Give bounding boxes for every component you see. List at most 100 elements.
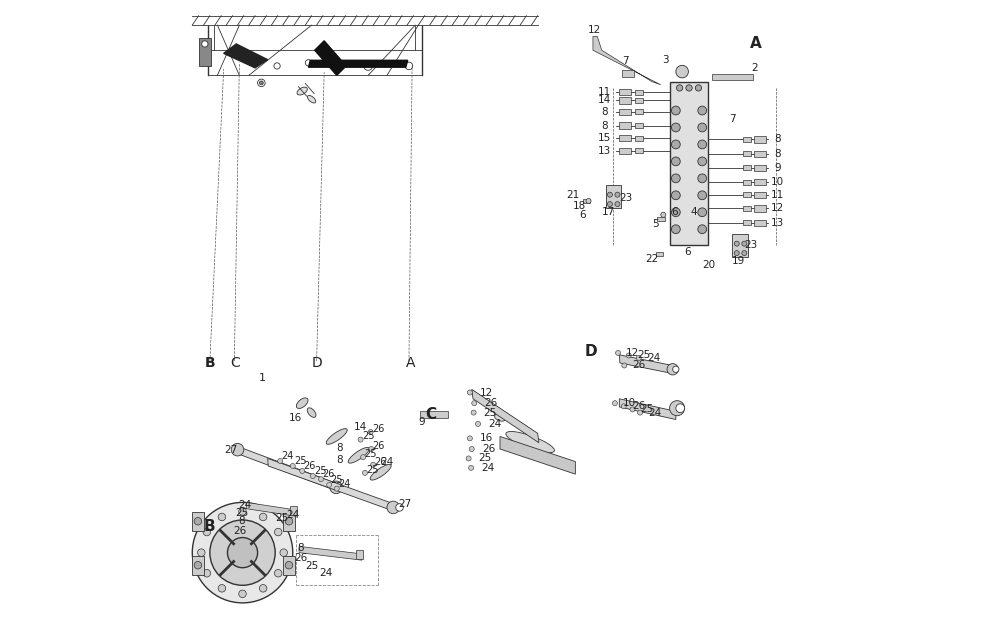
Text: 8: 8 <box>298 543 304 553</box>
Ellipse shape <box>506 431 554 453</box>
Polygon shape <box>236 446 337 491</box>
Polygon shape <box>619 399 676 420</box>
Text: 9: 9 <box>774 163 781 173</box>
Polygon shape <box>500 436 575 474</box>
Circle shape <box>471 410 476 415</box>
Text: 26: 26 <box>294 553 308 563</box>
Circle shape <box>686 85 692 91</box>
Text: 27: 27 <box>398 499 411 509</box>
Text: 1: 1 <box>259 373 266 383</box>
Circle shape <box>278 458 283 463</box>
Text: 25: 25 <box>235 508 249 518</box>
Bar <box>635 109 643 114</box>
Circle shape <box>615 202 620 207</box>
Text: 8: 8 <box>239 516 245 526</box>
Bar <box>619 89 631 95</box>
Circle shape <box>330 481 342 494</box>
Circle shape <box>467 390 472 395</box>
Text: 26: 26 <box>233 526 246 536</box>
Text: 25: 25 <box>330 475 343 485</box>
Circle shape <box>636 355 641 360</box>
Text: 26: 26 <box>632 401 645 411</box>
Bar <box>712 74 753 80</box>
Text: 26: 26 <box>322 469 335 479</box>
Text: 24: 24 <box>282 451 294 461</box>
Circle shape <box>218 585 226 592</box>
Circle shape <box>612 401 617 406</box>
Bar <box>754 179 766 185</box>
Circle shape <box>673 366 679 372</box>
Bar <box>743 137 751 142</box>
Bar <box>754 205 766 212</box>
Text: 13: 13 <box>598 146 612 156</box>
Bar <box>619 97 631 104</box>
Text: 11: 11 <box>771 190 784 200</box>
Text: 15: 15 <box>598 133 612 143</box>
Text: 6: 6 <box>671 207 678 217</box>
Bar <box>657 217 665 221</box>
Polygon shape <box>268 458 394 511</box>
Circle shape <box>290 463 295 468</box>
Bar <box>635 98 643 103</box>
Bar <box>754 192 766 198</box>
Circle shape <box>676 404 685 413</box>
Circle shape <box>607 192 612 197</box>
Bar <box>619 135 631 141</box>
Circle shape <box>698 106 707 115</box>
Circle shape <box>621 404 626 409</box>
Text: 16: 16 <box>480 433 493 443</box>
Text: 26: 26 <box>633 360 646 371</box>
Text: C: C <box>425 407 436 422</box>
Text: 25: 25 <box>294 456 307 466</box>
Polygon shape <box>299 546 362 560</box>
Circle shape <box>305 60 312 66</box>
Text: 8: 8 <box>774 134 781 144</box>
Text: 19: 19 <box>732 256 745 266</box>
Bar <box>356 550 363 559</box>
Circle shape <box>671 225 680 234</box>
Polygon shape <box>593 36 661 85</box>
Text: 12: 12 <box>480 387 493 398</box>
Polygon shape <box>619 355 673 374</box>
Ellipse shape <box>326 429 347 444</box>
Circle shape <box>210 520 275 585</box>
Bar <box>622 70 634 77</box>
Bar <box>290 506 297 515</box>
Text: 25: 25 <box>366 465 379 475</box>
Circle shape <box>202 41 208 47</box>
Text: 7: 7 <box>729 114 736 124</box>
Circle shape <box>469 447 474 452</box>
Text: 26: 26 <box>304 461 316 471</box>
Circle shape <box>310 474 315 479</box>
Circle shape <box>334 486 339 491</box>
Text: 24: 24 <box>319 568 333 578</box>
Text: A: A <box>406 356 416 370</box>
Text: 26: 26 <box>484 398 498 408</box>
Bar <box>283 512 295 531</box>
Circle shape <box>198 549 205 556</box>
Circle shape <box>616 350 621 355</box>
Ellipse shape <box>370 465 391 480</box>
Circle shape <box>231 443 244 456</box>
Circle shape <box>671 106 680 115</box>
Circle shape <box>671 140 680 149</box>
Circle shape <box>472 401 477 406</box>
Text: 23: 23 <box>619 193 632 203</box>
Circle shape <box>239 590 246 598</box>
Polygon shape <box>308 60 408 67</box>
Circle shape <box>274 528 282 536</box>
Text: 25: 25 <box>362 431 374 441</box>
Circle shape <box>396 504 403 511</box>
Ellipse shape <box>297 87 307 95</box>
Text: 6: 6 <box>580 210 586 220</box>
Bar <box>732 234 748 257</box>
Text: B: B <box>204 519 216 534</box>
Bar <box>606 185 621 208</box>
Polygon shape <box>472 389 539 443</box>
Circle shape <box>698 191 707 200</box>
Text: 25: 25 <box>305 561 318 571</box>
Circle shape <box>698 225 707 234</box>
Bar <box>619 109 631 115</box>
Text: D: D <box>311 356 322 370</box>
Text: 4: 4 <box>690 207 697 217</box>
